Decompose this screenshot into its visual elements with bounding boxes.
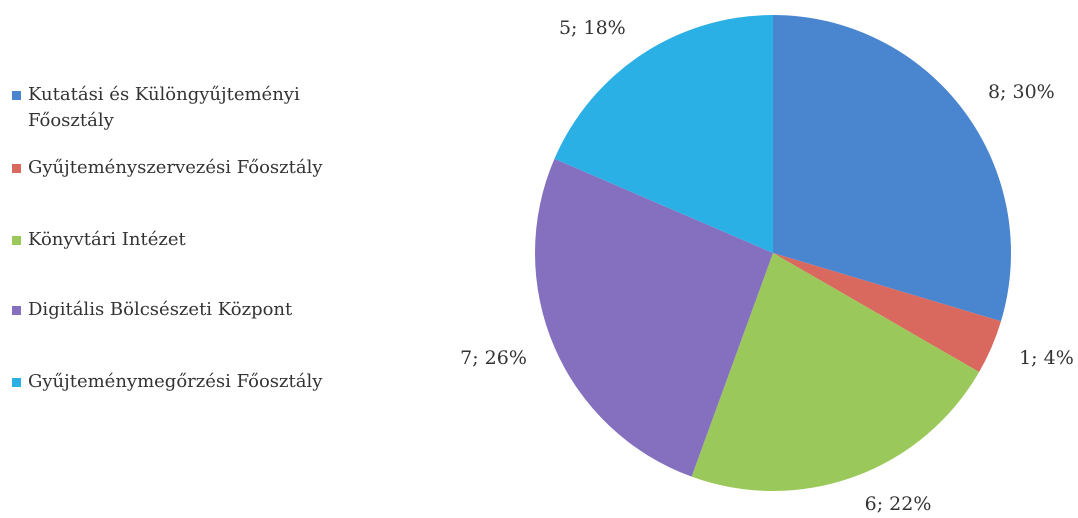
legend-label: Digitális Bölcsészeti Központ xyxy=(28,299,293,320)
legend-item: Gyűjteményszervezési Főosztály xyxy=(12,155,357,181)
data-label: 1; 4% xyxy=(1019,347,1074,369)
legend-label: Kutatási és Különgyűjteményi Főosztály xyxy=(28,84,300,131)
legend-item: Gyűjteménymegőrzési Főosztály xyxy=(12,369,357,395)
legend-swatch xyxy=(12,378,21,387)
legend-label: Könyvtári Intézet xyxy=(28,229,186,250)
legend-swatch xyxy=(12,91,21,100)
legend-item: Könyvtári Intézet xyxy=(12,227,357,253)
legend-swatch xyxy=(12,164,21,173)
data-label: 8; 30% xyxy=(988,81,1055,103)
data-label: 5; 18% xyxy=(559,17,626,39)
legend-label: Gyűjteménymegőrzési Főosztály xyxy=(28,371,323,392)
legend-swatch xyxy=(12,306,21,315)
legend-swatch xyxy=(12,236,21,245)
legend-item: Kutatási és Különgyűjteményi Főosztály xyxy=(12,82,357,134)
data-label: 6; 22% xyxy=(865,493,932,515)
pie-slice xyxy=(773,15,1011,322)
pie-slice xyxy=(773,253,1002,372)
pie-slice xyxy=(535,158,773,477)
legend-item: Digitális Bölcsészeti Központ xyxy=(12,297,357,323)
pie-slice xyxy=(554,15,773,253)
pie-slice xyxy=(691,253,980,492)
legend-label: Gyűjteményszervezési Főosztály xyxy=(28,157,323,178)
data-label: 7; 26% xyxy=(460,347,527,369)
